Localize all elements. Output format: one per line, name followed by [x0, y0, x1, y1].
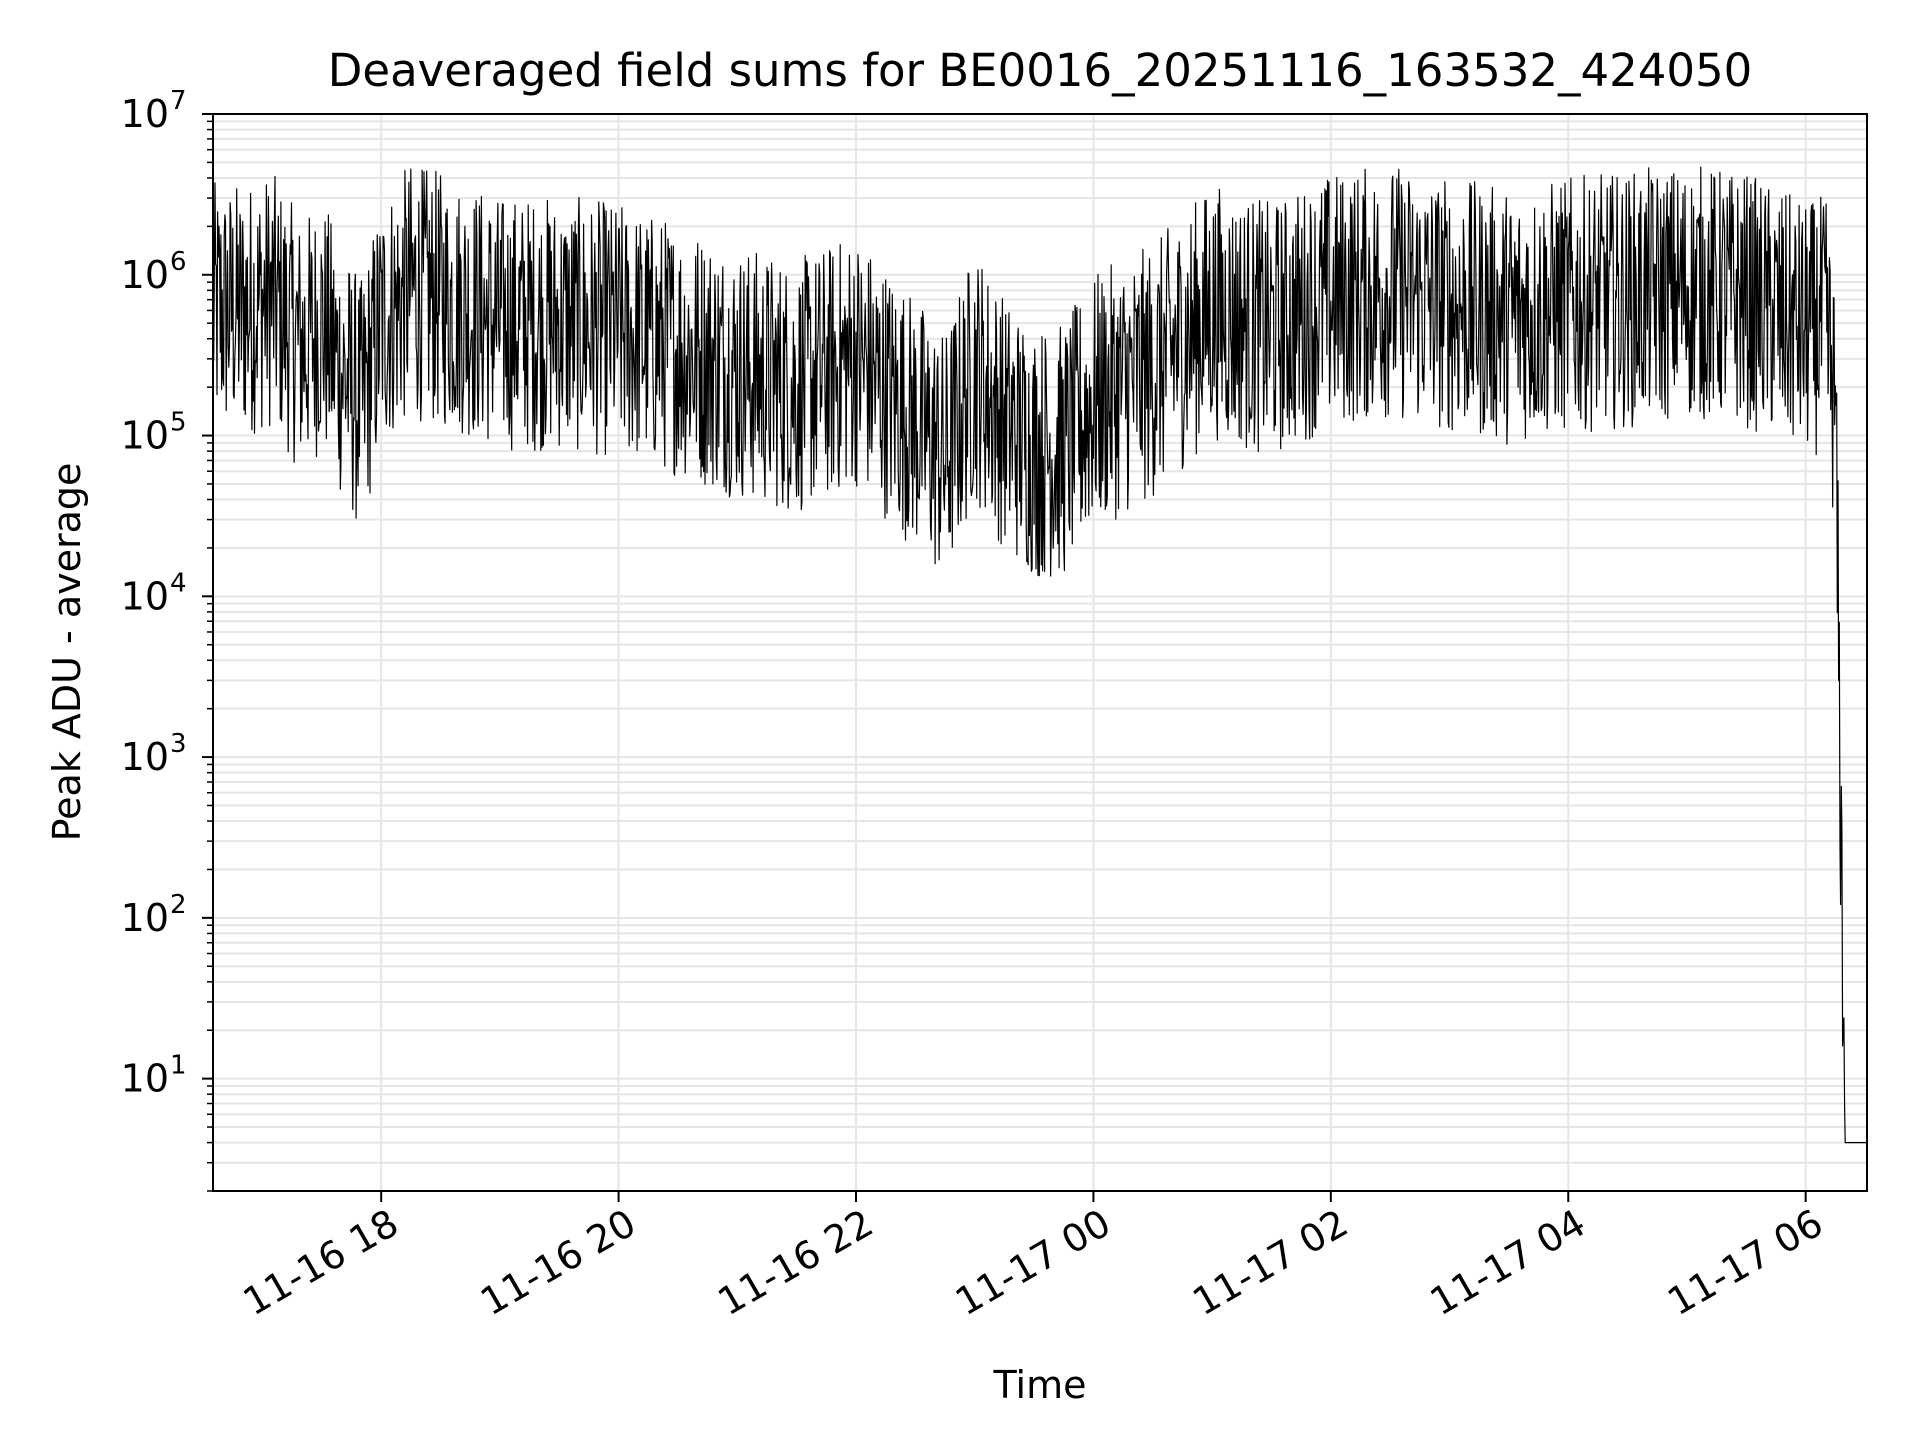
y-tick-exponent: 5 — [170, 408, 187, 438]
y-tick-label: 10 — [121, 896, 169, 940]
y-tick-label: 10 — [121, 735, 169, 779]
plot-frame — [212, 113, 1868, 1192]
y-tick-label: 10 — [121, 574, 169, 618]
y-tick-exponent: 1 — [170, 1051, 187, 1081]
x-axis-label: Time — [993, 1363, 1087, 1407]
y-tick-exponent: 3 — [170, 729, 187, 759]
chart-title: Deaveraged field sums for BE0016_2025111… — [328, 44, 1753, 97]
y-axis-label: Peak ADU - average — [45, 463, 89, 842]
y-tick-label: 10 — [121, 414, 169, 458]
y-tick-exponent: 6 — [170, 247, 187, 277]
y-tick-exponent: 7 — [170, 86, 187, 116]
y-tick-label: 10 — [121, 1057, 169, 1101]
y-tick-exponent: 2 — [170, 890, 187, 920]
series-line — [212, 166, 1867, 1144]
y-tick-label: 10 — [121, 92, 169, 136]
y-tick-label: 10 — [121, 253, 169, 297]
y-tick-exponent: 4 — [170, 568, 187, 598]
